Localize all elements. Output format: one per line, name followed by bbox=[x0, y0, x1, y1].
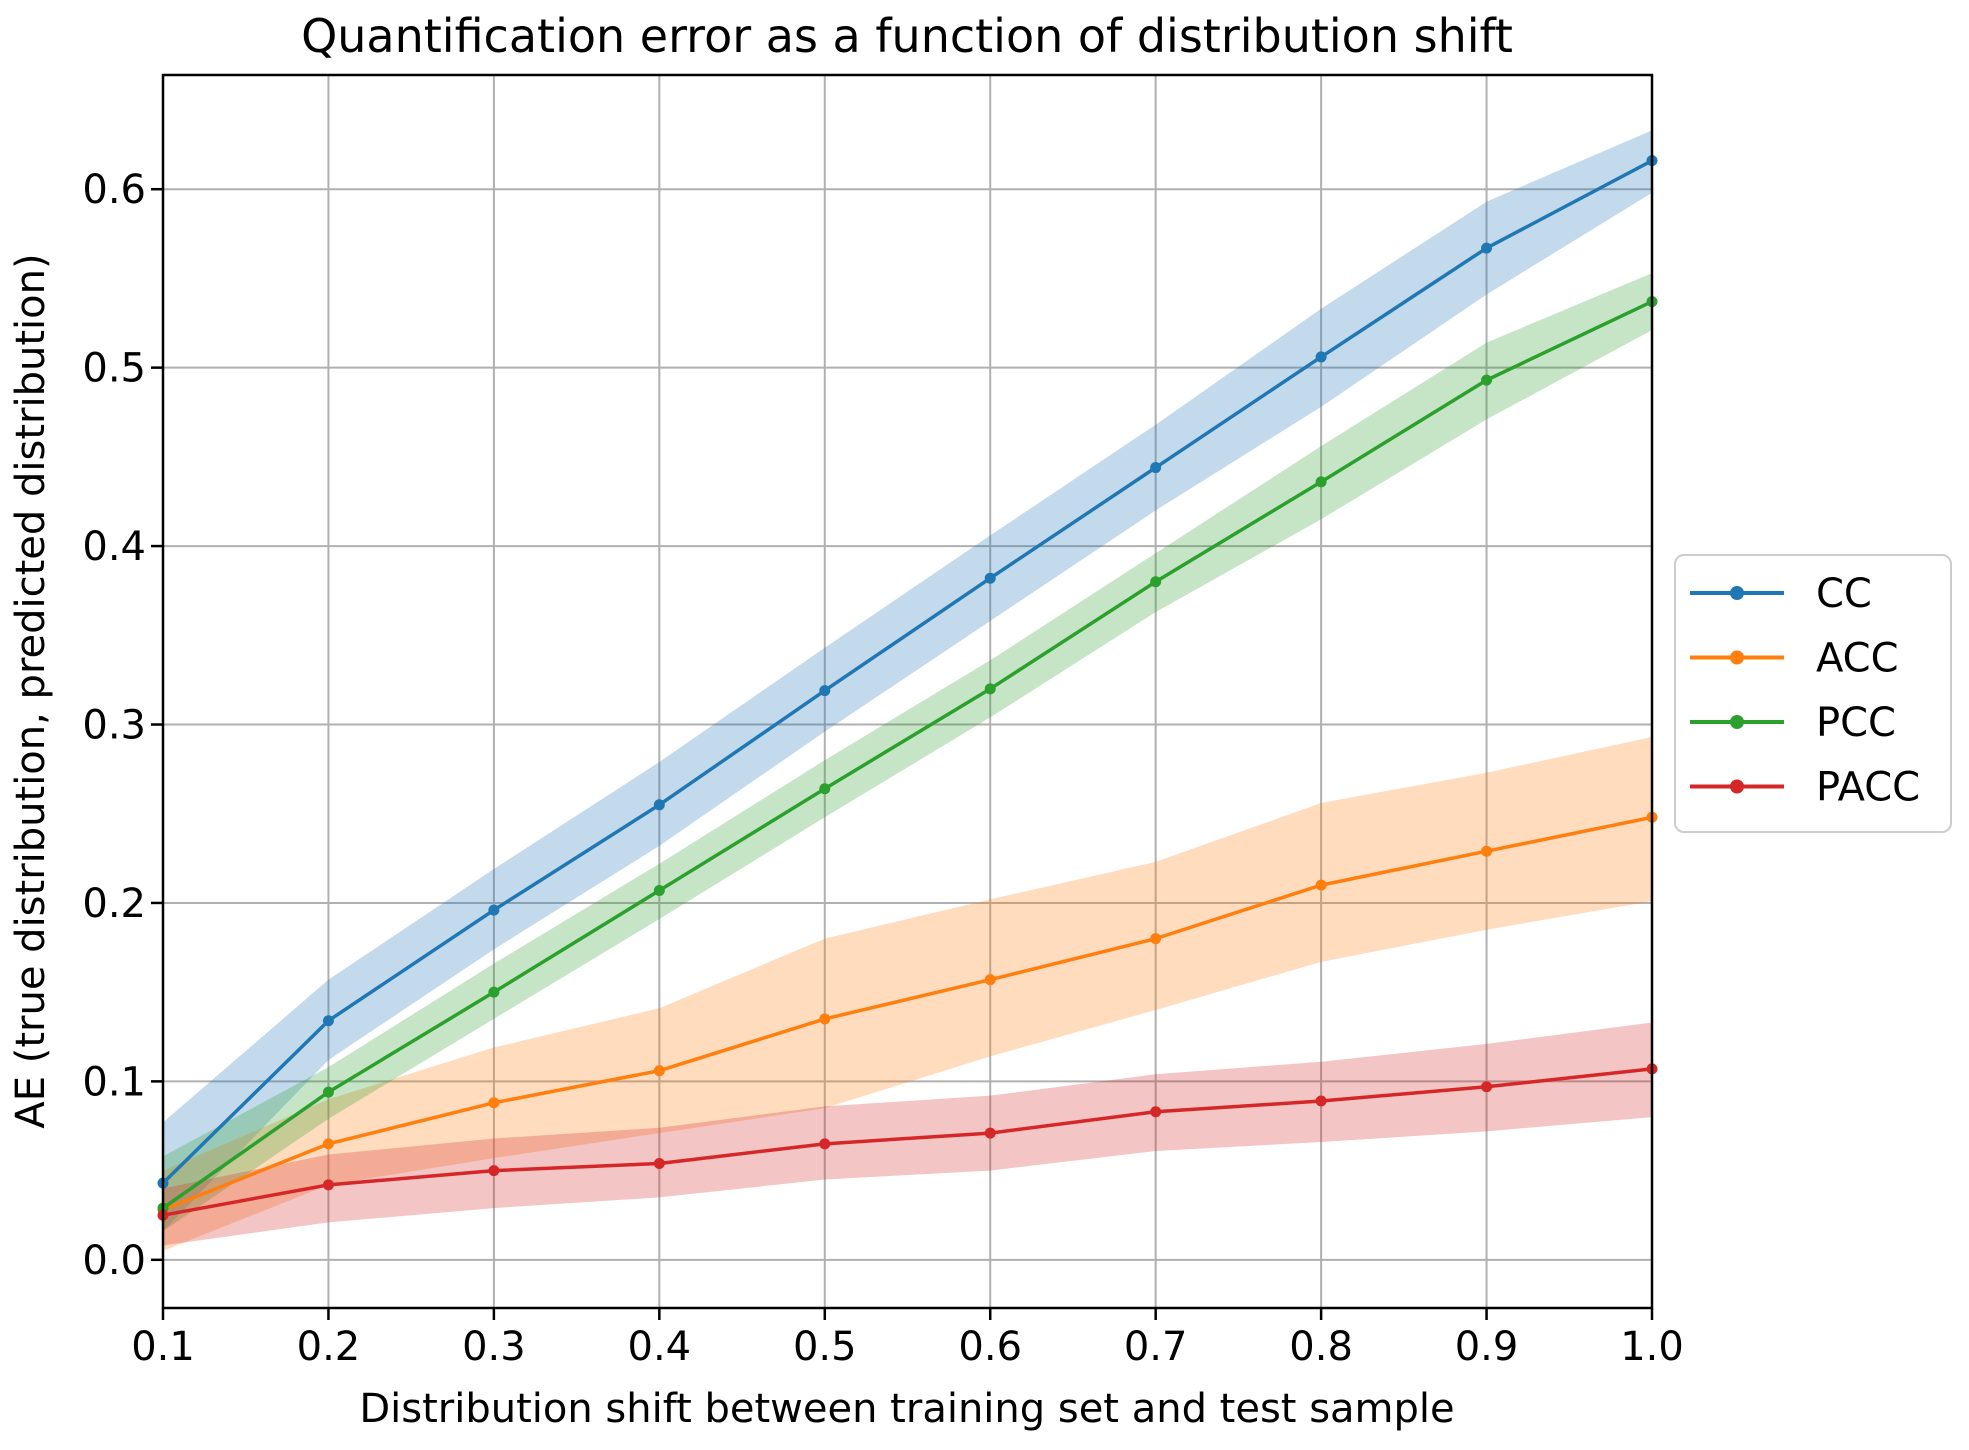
x-tick-label: 0.6 bbox=[958, 1324, 1022, 1370]
data-point-CC bbox=[1315, 351, 1327, 363]
legend-box bbox=[1674, 554, 1952, 833]
confidence-band-CC bbox=[163, 130, 1652, 1232]
x-tick-labels: 0.1 0.2 0.3 0.4 0.5 0.6 0.7 0.8 0.9 1.0 bbox=[131, 1324, 1684, 1370]
data-point-PACC bbox=[488, 1165, 500, 1177]
data-point-ACC bbox=[488, 1097, 500, 1109]
plot-border bbox=[161, 73, 1654, 1310]
y-tick-label: 0.4 bbox=[82, 524, 146, 570]
x-tick-label: 0.7 bbox=[1124, 1324, 1188, 1370]
legend-marker bbox=[1730, 586, 1744, 600]
confidence-band-PCC bbox=[163, 273, 1652, 1232]
series-lines bbox=[161, 158, 1654, 1217]
legend-marker bbox=[1730, 715, 1744, 729]
data-point-CC bbox=[653, 799, 665, 811]
legend-label: PCC bbox=[1816, 700, 1896, 746]
data-point-CC bbox=[322, 1015, 334, 1027]
x-tick-label: 0.4 bbox=[628, 1324, 692, 1370]
y-tick-labels: 0.0 0.1 0.2 0.3 0.4 0.5 0.6 bbox=[82, 167, 146, 1284]
x-tick-label: 0.3 bbox=[462, 1324, 526, 1370]
x-tick-label: 0.2 bbox=[297, 1324, 361, 1370]
series-line-PACC bbox=[161, 1067, 1654, 1217]
data-point-CC bbox=[819, 685, 831, 697]
legend-item-CC: CC bbox=[1690, 571, 1872, 617]
y-tick-label: 0.3 bbox=[82, 703, 146, 749]
confidence-band-PACC bbox=[163, 1022, 1652, 1246]
confidence-band-ACC bbox=[163, 737, 1652, 1251]
data-point-PCC bbox=[1315, 476, 1327, 488]
legend: CC ACC PCC PACC bbox=[1674, 554, 1952, 833]
x-tick-label: 0.1 bbox=[131, 1324, 195, 1370]
legend-marker bbox=[1730, 779, 1744, 794]
x-tick-label: 1.0 bbox=[1620, 1324, 1684, 1370]
data-point-ACC bbox=[1481, 845, 1493, 857]
legend-label: ACC bbox=[1816, 636, 1899, 682]
data-point-ACC bbox=[984, 974, 996, 986]
legend-item-PACC: PACC bbox=[1690, 765, 1920, 811]
data-point-CC bbox=[488, 904, 500, 916]
y-tick-label: 0.5 bbox=[82, 346, 146, 392]
markers-PCC bbox=[157, 296, 1658, 1214]
data-point-PACC bbox=[653, 1157, 665, 1169]
legend-item-ACC: ACC bbox=[1690, 636, 1899, 682]
data-point-CC bbox=[1481, 242, 1493, 254]
y-tick-label: 0.1 bbox=[82, 1059, 146, 1105]
series-line-ACC bbox=[161, 815, 1654, 1212]
legend-items: CC ACC PCC PACC bbox=[1690, 571, 1920, 811]
data-point-PACC bbox=[819, 1138, 831, 1150]
x-tick-label: 0.8 bbox=[1289, 1324, 1353, 1370]
y-tick-label: 0.0 bbox=[82, 1238, 146, 1284]
y-tick-label: 0.2 bbox=[82, 881, 146, 927]
data-point-PACC bbox=[1315, 1095, 1327, 1107]
x-axis-label: Distribution shift between training set … bbox=[359, 1386, 1454, 1432]
data-point-PCC bbox=[322, 1086, 334, 1098]
data-point-PACC bbox=[322, 1179, 334, 1191]
legend-label: PACC bbox=[1816, 765, 1920, 811]
x-tick-label: 0.5 bbox=[793, 1324, 857, 1370]
axis-tick-marks bbox=[151, 187, 1654, 1320]
data-point-PCC bbox=[653, 884, 665, 896]
y-axis-label: AE (true distribution, predicted distrib… bbox=[8, 253, 54, 1128]
data-point-ACC bbox=[1315, 879, 1327, 891]
data-point-ACC bbox=[819, 1013, 831, 1025]
data-point-CC bbox=[1150, 462, 1162, 474]
data-point-ACC bbox=[653, 1065, 665, 1077]
data-point-PCC bbox=[1481, 374, 1493, 386]
series-line-PCC bbox=[161, 299, 1654, 1210]
legend-marker bbox=[1730, 650, 1744, 665]
chart-title: Quantification error as a function of di… bbox=[301, 9, 1513, 63]
confidence-bands bbox=[163, 130, 1652, 1251]
legend-item-PCC: PCC bbox=[1690, 700, 1896, 746]
data-point-PCC bbox=[819, 783, 831, 795]
data-point-ACC bbox=[322, 1138, 334, 1150]
data-point-PCC bbox=[488, 986, 500, 998]
data-point-ACC bbox=[1150, 933, 1162, 945]
series-line-CC bbox=[161, 158, 1654, 1185]
data-point-PACC bbox=[1481, 1081, 1493, 1093]
data-point-PCC bbox=[984, 683, 996, 695]
x-tick-label: 0.9 bbox=[1455, 1324, 1519, 1370]
y-tick-label: 0.6 bbox=[82, 167, 146, 213]
data-point-PACC bbox=[1150, 1106, 1162, 1118]
data-point-PCC bbox=[1150, 576, 1162, 588]
data-point-CC bbox=[984, 572, 996, 584]
data-point-PACC bbox=[984, 1127, 996, 1139]
legend-label: CC bbox=[1816, 571, 1872, 617]
